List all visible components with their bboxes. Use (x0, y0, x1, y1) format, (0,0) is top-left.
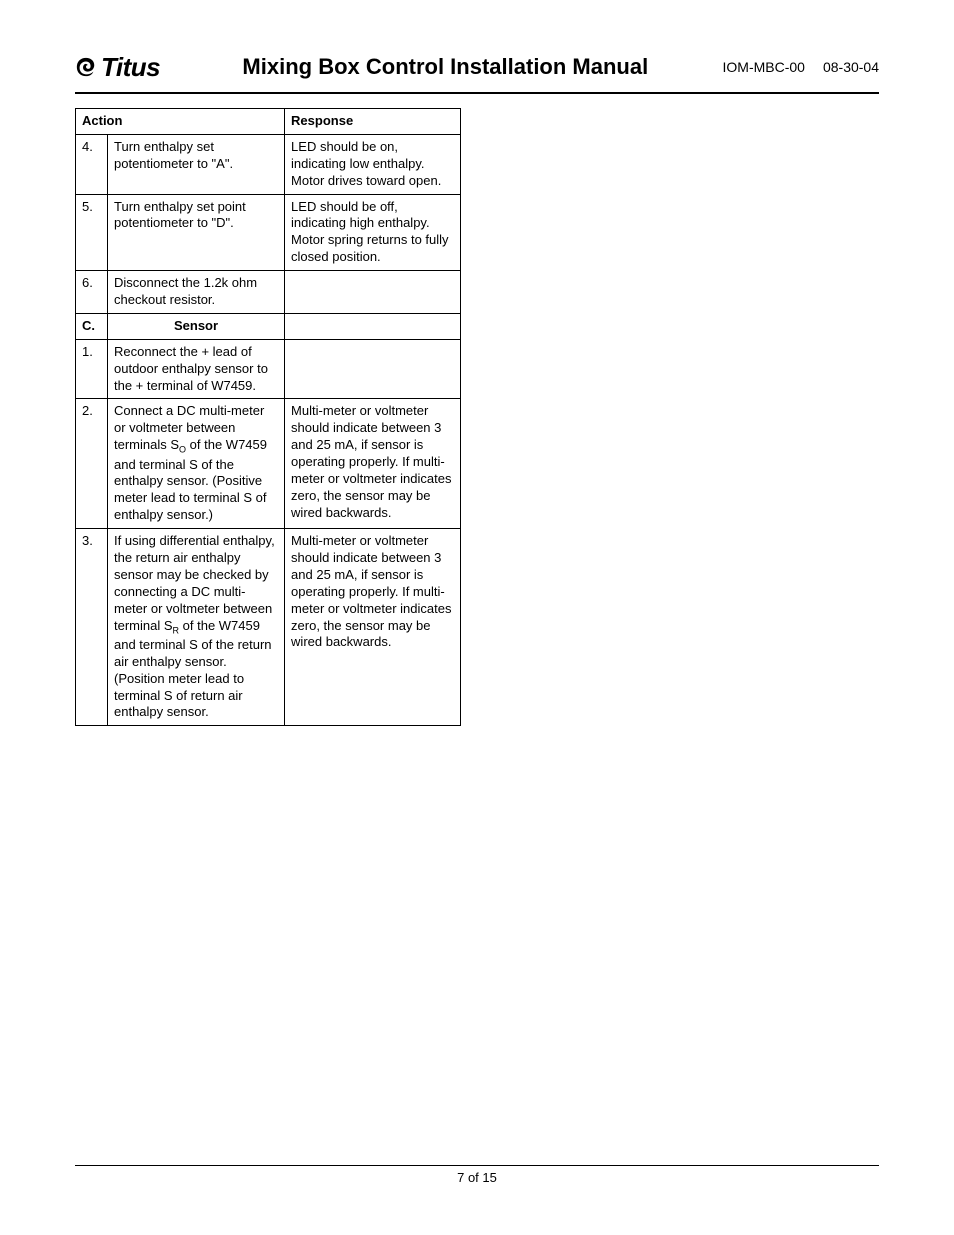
table-row: 4. Turn enthalpy set potentiometer to "A… (76, 134, 461, 194)
row-response: Multi-meter or voltmeter should indicate… (285, 399, 461, 529)
row-num: 3. (76, 529, 108, 726)
row-action: If using differential enthalpy, the retu… (108, 529, 285, 726)
document-title: Mixing Box Control Installation Manual (180, 54, 710, 80)
page-number: 7 of 15 (457, 1170, 497, 1185)
table-row: 2. Connect a DC multi-meter or voltmeter… (76, 399, 461, 529)
page-footer: 7 of 15 (75, 1165, 879, 1185)
document-code: IOM-MBC-00 (723, 59, 805, 75)
row-num: 1. (76, 339, 108, 399)
swirl-icon (75, 56, 97, 78)
table-row: 6. Disconnect the 1.2k ohm checkout resi… (76, 271, 461, 314)
row-response: LED should be on, indicating low enthalp… (285, 134, 461, 194)
brand-logo: Titus (75, 52, 160, 83)
row-action: Reconnect the + lead of outdoor enthalpy… (108, 339, 285, 399)
row-response: LED should be off, indicating high entha… (285, 194, 461, 271)
row-num: 2. (76, 399, 108, 529)
section-header-row: C. Sensor (76, 313, 461, 339)
brand-name: Titus (101, 52, 160, 83)
col-response: Response (285, 109, 461, 135)
main-content: Action Response 4. Turn enthalpy set pot… (75, 108, 461, 726)
document-meta: IOM-MBC-00 08-30-04 (723, 59, 880, 75)
page-header: Titus Mixing Box Control Installation Ma… (75, 48, 879, 94)
section-label: Sensor (108, 313, 285, 339)
row-action: Turn enthalpy set potentiometer to "A". (108, 134, 285, 194)
row-num: 6. (76, 271, 108, 314)
col-action: Action (76, 109, 285, 135)
document-date: 08-30-04 (823, 59, 879, 75)
table-row: 3. If using differential enthalpy, the r… (76, 529, 461, 726)
row-response (285, 339, 461, 399)
row-response (285, 271, 461, 314)
row-num: 4. (76, 134, 108, 194)
row-num: 5. (76, 194, 108, 271)
row-action: Turn enthalpy set point potentiometer to… (108, 194, 285, 271)
row-response: Multi-meter or voltmeter should indicate… (285, 529, 461, 726)
table-row: 1. Reconnect the + lead of outdoor entha… (76, 339, 461, 399)
row-action: Disconnect the 1.2k ohm checkout resisto… (108, 271, 285, 314)
section-blank (285, 313, 461, 339)
table-row: 5. Turn enthalpy set point potentiometer… (76, 194, 461, 271)
action-response-table: Action Response 4. Turn enthalpy set pot… (75, 108, 461, 726)
section-letter: C. (76, 313, 108, 339)
row-action: Connect a DC multi-meter or voltmeter be… (108, 399, 285, 529)
